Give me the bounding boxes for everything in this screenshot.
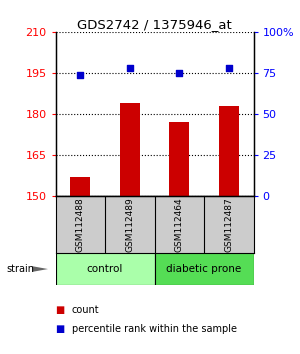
Text: GSM112489: GSM112489 — [125, 198, 134, 252]
Bar — [56, 253, 154, 285]
Text: GSM112464: GSM112464 — [175, 198, 184, 252]
Text: GSM112488: GSM112488 — [76, 198, 85, 252]
Text: percentile rank within the sample: percentile rank within the sample — [72, 324, 237, 334]
Point — [78, 72, 83, 78]
Point — [128, 65, 132, 71]
Bar — [154, 253, 254, 285]
Text: count: count — [72, 305, 100, 315]
Text: ■: ■ — [56, 305, 65, 315]
Bar — [169, 122, 189, 196]
Point — [226, 65, 231, 71]
Bar — [120, 103, 140, 196]
Point — [177, 70, 182, 76]
Polygon shape — [32, 266, 48, 272]
Text: strain: strain — [6, 264, 34, 274]
Bar — [70, 177, 90, 196]
Bar — [219, 106, 239, 196]
Text: diabetic prone: diabetic prone — [167, 264, 242, 274]
Text: ■: ■ — [56, 324, 65, 334]
Text: control: control — [87, 264, 123, 274]
Text: GSM112487: GSM112487 — [224, 198, 233, 252]
Title: GDS2742 / 1375946_at: GDS2742 / 1375946_at — [77, 18, 232, 31]
